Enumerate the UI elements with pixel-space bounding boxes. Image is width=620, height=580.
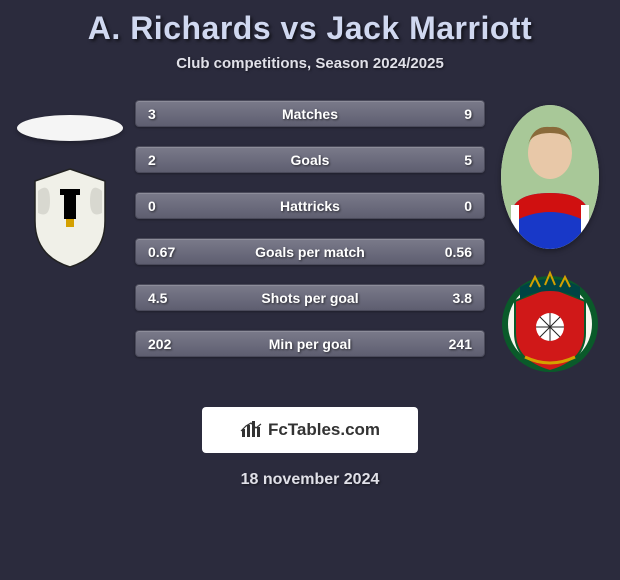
bar-chart-icon [240,417,262,444]
stat-label: Min per goal [136,336,484,352]
player-left-photo-placeholder [17,115,123,141]
player-left-club-badge [20,161,120,271]
stat-right-value: 241 [449,336,484,352]
stat-left-value: 202 [136,336,186,352]
comparison-area: 3 Matches 9 2 Goals 5 0 Hattricks 0 0.67… [0,100,620,379]
date-label: 18 november 2024 [0,471,620,489]
player-right-club-badge [500,269,600,379]
site-logo-text: FcTables.com [268,420,380,440]
stat-right-value: 3.8 [453,290,484,306]
stat-row: 2 Goals 5 [135,146,485,173]
stat-right-value: 9 [464,106,484,122]
shield-icon [500,269,600,379]
player-right-photo [501,105,599,249]
stat-label: Hattricks [136,198,484,214]
page-title: A. Richards vs Jack Marriott [0,10,620,47]
stat-right-value: 0 [464,198,484,214]
stat-left-value: 3 [136,106,186,122]
left-player-column [15,100,125,271]
shield-icon [20,161,120,271]
stat-right-value: 0.56 [445,244,484,260]
stat-label: Goals per match [136,244,484,260]
stat-right-value: 5 [464,152,484,168]
stat-row: 3 Matches 9 [135,100,485,127]
subtitle: Club competitions, Season 2024/2025 [0,55,620,72]
stat-label: Shots per goal [136,290,484,306]
stat-label: Goals [136,152,484,168]
stat-label: Matches [136,106,484,122]
site-logo: FcTables.com [202,407,418,453]
stat-row: 4.5 Shots per goal 3.8 [135,284,485,311]
stats-list: 3 Matches 9 2 Goals 5 0 Hattricks 0 0.67… [135,100,485,357]
stat-left-value: 0.67 [136,244,186,260]
right-player-column [495,100,605,379]
stat-row: 0.67 Goals per match 0.56 [135,238,485,265]
stat-left-value: 2 [136,152,186,168]
person-icon [501,105,599,249]
stat-row: 202 Min per goal 241 [135,330,485,357]
root: A. Richards vs Jack Marriott Club compet… [0,0,620,580]
stat-left-value: 4.5 [136,290,186,306]
stat-row: 0 Hattricks 0 [135,192,485,219]
stat-left-value: 0 [136,198,186,214]
